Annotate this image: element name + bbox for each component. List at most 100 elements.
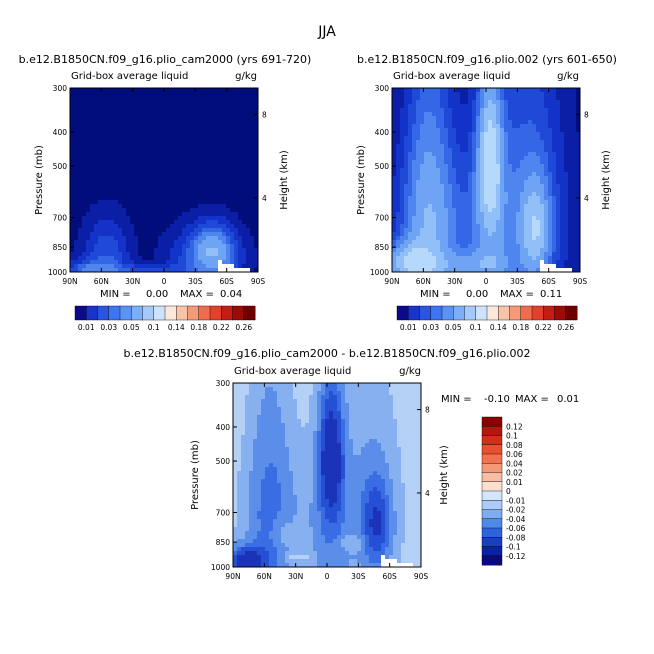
field-cell (460, 124, 465, 129)
field-cell (238, 180, 243, 185)
field-cell (277, 411, 282, 416)
field-cell (508, 216, 513, 221)
field-cell (389, 403, 394, 408)
field-cell (436, 172, 441, 177)
field-cell (432, 172, 437, 177)
field-cell (222, 128, 227, 133)
field-cell (484, 140, 489, 145)
field-cell (401, 419, 406, 424)
field-cell (424, 200, 429, 205)
field-cell (194, 88, 199, 93)
field-cell (281, 383, 286, 388)
field-cell (508, 252, 513, 257)
field-cell (409, 407, 414, 412)
panel-2-max-value: 0.11 (540, 289, 562, 300)
field-cell (142, 112, 147, 117)
field-cell (289, 419, 294, 424)
field-cell (460, 264, 465, 269)
field-cell (568, 228, 573, 233)
field-cell (568, 144, 573, 149)
field-cell (500, 212, 505, 217)
field-cell (420, 212, 425, 217)
field-cell (78, 248, 83, 253)
field-cell (488, 256, 493, 261)
y-tick-label: 700 (375, 213, 390, 222)
field-cell (400, 208, 405, 213)
field-cell (98, 200, 103, 205)
field-cell (238, 144, 243, 149)
field-cell (82, 260, 87, 265)
field-cell (568, 212, 573, 217)
field-cell (400, 168, 405, 173)
field-cell (337, 415, 342, 420)
field-cell (245, 423, 250, 428)
field-cell (576, 256, 581, 261)
x-tick-label: 60N (94, 277, 109, 286)
field-cell (98, 236, 103, 241)
field-cell (174, 192, 179, 197)
field-cell (166, 100, 171, 105)
field-cell (556, 152, 561, 157)
panel-3-y2label: Height (km) (439, 445, 450, 505)
field-cell (190, 244, 195, 249)
field-cell (396, 136, 401, 141)
field-cell (492, 220, 497, 225)
field-cell (126, 164, 131, 169)
field-cell (548, 236, 553, 241)
field-cell (198, 156, 203, 161)
field-cell (456, 240, 461, 245)
field-cell (341, 383, 346, 388)
field-cell (166, 260, 171, 265)
field-cell (560, 124, 565, 129)
field-cell (202, 116, 207, 121)
field-cell (254, 264, 259, 269)
field-cell (416, 156, 421, 161)
field-cell (536, 136, 541, 141)
field-cell (516, 208, 521, 213)
field-cell (166, 268, 171, 273)
field-cell (78, 260, 83, 265)
field-cell (460, 128, 465, 133)
field-cell (158, 96, 163, 101)
field-cell (190, 92, 195, 97)
field-cell (576, 224, 581, 229)
field-cell (420, 92, 425, 97)
field-cell (496, 208, 501, 213)
field-cell (536, 236, 541, 241)
field-cell (261, 423, 266, 428)
field-cell (222, 144, 227, 149)
field-cell (146, 116, 151, 121)
field-cell (202, 244, 207, 249)
field-cell (218, 128, 223, 133)
field-cell (106, 140, 111, 145)
field-cell (512, 220, 517, 225)
field-cell (416, 240, 421, 245)
field-cell (520, 184, 525, 189)
field-cell (329, 403, 334, 408)
field-cell (496, 136, 501, 141)
field-cell (528, 248, 533, 253)
field-cell (400, 260, 405, 265)
field-cell (500, 196, 505, 201)
field-cell (154, 184, 159, 189)
field-cell (576, 232, 581, 237)
field-cell (130, 232, 135, 237)
field-cell (182, 256, 187, 261)
field-cell (396, 112, 401, 117)
field-cell (408, 184, 413, 189)
field-cell (257, 407, 262, 412)
field-cell (400, 264, 405, 269)
field-cell (254, 188, 259, 193)
field-cell (560, 144, 565, 149)
field-cell (94, 160, 99, 165)
field-cell (492, 240, 497, 245)
field-cell (544, 148, 549, 153)
field-cell (150, 100, 155, 105)
field-cell (500, 188, 505, 193)
field-cell (568, 168, 573, 173)
field-cell (245, 415, 250, 420)
field-cell (448, 144, 453, 149)
field-cell (373, 411, 378, 416)
field-cell (130, 244, 135, 249)
